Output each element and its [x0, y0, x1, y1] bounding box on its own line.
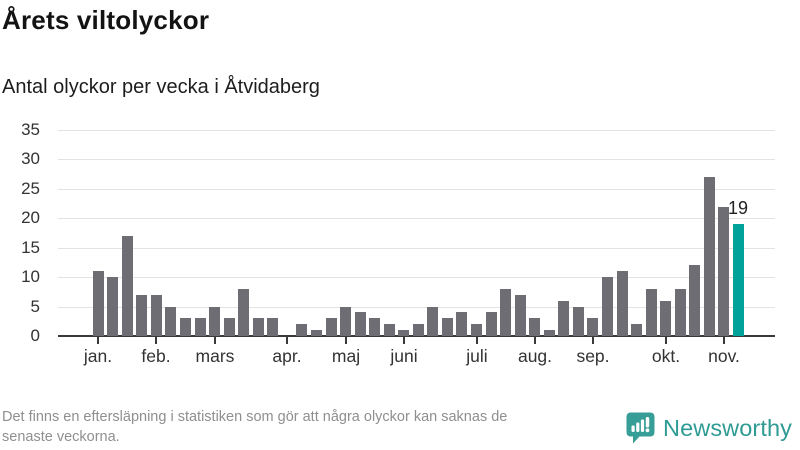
x-axis-line [58, 335, 775, 337]
y-axis-tick-label: 0 [30, 326, 40, 345]
newsworthy-chart-bubble-icon [625, 411, 656, 450]
newsworthy-logo: Newsworthy [625, 411, 792, 450]
x-axis-month-label: maj [331, 346, 361, 366]
bar-week-28 [486, 312, 497, 336]
gridline-y-25 [58, 189, 775, 190]
y-axis-tick-label: 5 [30, 297, 40, 316]
bar-week-24 [427, 307, 438, 336]
footer-note: Det finns en eftersläpning i statistiken… [2, 408, 632, 447]
bar-week-11 [238, 289, 249, 336]
bar-week-12 [253, 318, 264, 336]
bar-week-31 [529, 318, 540, 336]
x-axis-tick [155, 336, 157, 344]
bar-week-2 [107, 277, 118, 336]
bar-week-37 [617, 271, 628, 336]
chart-subtitle: Antal olyckor per vecka i Åtvidaberg [2, 76, 320, 98]
y-axis-tick-label: 35 [21, 120, 40, 139]
x-axis-tick [534, 336, 536, 344]
bar-week-33 [558, 301, 569, 336]
x-axis-tick [476, 336, 478, 344]
bar-week-36 [602, 277, 613, 336]
newsworthy-wordmark: Newsworthy [663, 414, 792, 441]
footer-note-line2: senaste veckorna. [2, 428, 120, 445]
x-axis-month-label: apr. [272, 346, 302, 366]
x-axis-month-label: aug. [517, 346, 553, 366]
bar-week-22 [398, 330, 409, 336]
bar-week-23 [413, 324, 424, 336]
bar-week-15 [296, 324, 307, 336]
bar-week-20 [369, 318, 380, 336]
bar-week-44 [718, 207, 729, 336]
x-axis-month-label: jan. [83, 346, 113, 366]
gridline-y-20 [58, 218, 775, 219]
bar-week-34 [573, 307, 584, 336]
bar-week-16 [311, 330, 322, 336]
x-axis-tick [97, 336, 99, 344]
bar-week-43 [704, 177, 715, 336]
bar-week-1 [93, 271, 104, 336]
x-axis-month-label: nov. [708, 346, 740, 366]
bar-week-27 [471, 324, 482, 336]
x-axis-month-label: juni [390, 346, 418, 366]
bar-week-3 [122, 236, 133, 336]
y-axis-tick-label: 10 [21, 267, 40, 286]
bar-week-32 [544, 330, 555, 336]
footer-note-line1: Det finns en eftersläpning i statistiken… [2, 409, 508, 425]
bar-week-26 [456, 312, 467, 336]
bar-week-19 [355, 312, 366, 336]
bar-week-18 [340, 307, 351, 336]
x-axis-tick [403, 336, 405, 344]
gridline-y-15 [58, 248, 775, 249]
bar-week-39 [646, 289, 657, 336]
gridline-y-10 [58, 277, 775, 278]
x-axis-month-label: feb. [141, 346, 171, 366]
y-axis-tick-label: 25 [21, 179, 40, 198]
bar-value-label: 19 [727, 198, 749, 218]
x-axis-month-label: okt. [651, 346, 681, 366]
bar-week-21 [384, 324, 395, 336]
bar-week-41 [675, 289, 686, 336]
bar-week-9 [209, 307, 220, 336]
bar-week-6 [165, 307, 176, 336]
x-axis-month-label: sep. [576, 346, 610, 366]
bar-week-42 [689, 265, 700, 336]
y-axis-tick-label: 20 [21, 208, 40, 227]
bar-week-29 [500, 289, 511, 336]
gridline-y-35 [58, 130, 775, 131]
gridline-y-30 [58, 159, 775, 160]
bar-week-40 [660, 301, 671, 336]
bar-week-17 [326, 318, 337, 336]
bar-chart: 0 5 10 15 20 25 30 35 jan. feb. mars apr. maj juni jul… [0, 118, 800, 378]
bar-week-8 [195, 318, 206, 336]
bar-week-13 [267, 318, 278, 336]
x-axis-month-label: mars [195, 346, 235, 366]
page-title: Årets viltolyckor [2, 5, 210, 35]
bar-week-4 [136, 295, 147, 336]
x-axis-tick [345, 336, 347, 344]
gridline-y-5 [58, 307, 775, 308]
x-axis-month-label: juli [466, 346, 488, 366]
x-axis-tick [214, 336, 216, 344]
bar-week-25 [442, 318, 453, 336]
bar-week-30 [515, 295, 526, 336]
bar-week-45 [733, 224, 744, 336]
bar-week-35 [587, 318, 598, 336]
bar-week-7 [180, 318, 191, 336]
y-axis-tick-label: 15 [21, 238, 40, 257]
x-axis-tick [592, 336, 594, 344]
x-axis-tick [665, 336, 667, 344]
bar-week-38 [631, 324, 642, 336]
x-axis-tick [286, 336, 288, 344]
bar-week-5 [151, 295, 162, 336]
y-axis-tick-label: 30 [21, 149, 40, 168]
bar-week-10 [224, 318, 235, 336]
x-axis-tick [723, 336, 725, 344]
